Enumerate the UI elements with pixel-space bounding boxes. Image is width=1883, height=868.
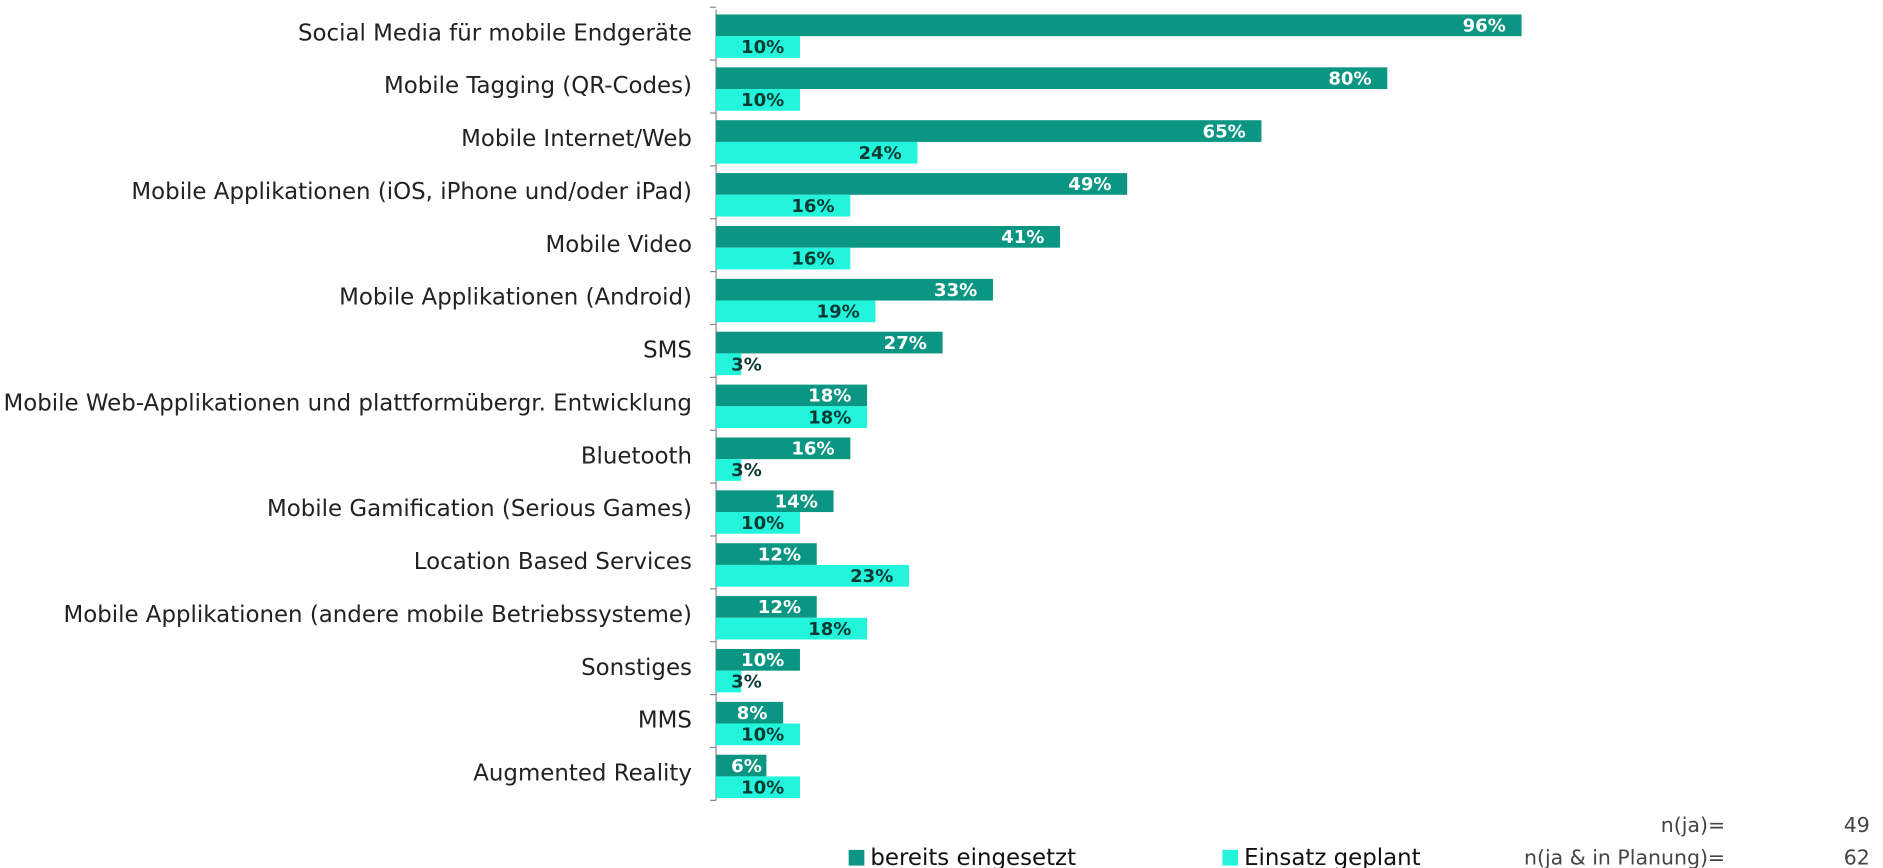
bar xyxy=(716,648,800,671)
data-label: 3% xyxy=(731,354,762,375)
data-label: 19% xyxy=(817,302,860,323)
bar xyxy=(716,36,800,58)
data-label: 16% xyxy=(791,249,834,270)
data-label: 6% xyxy=(731,756,762,777)
bar xyxy=(716,490,834,513)
data-label: 16% xyxy=(791,439,834,460)
data-label: 10% xyxy=(741,513,784,534)
category-label: Mobile Internet/Web xyxy=(461,126,692,152)
bar xyxy=(716,89,800,111)
category-label: Mobile Applikationen (iOS, iPhone und/od… xyxy=(131,179,692,205)
bar xyxy=(716,300,876,323)
bar xyxy=(716,194,851,217)
bar xyxy=(716,754,767,777)
bar xyxy=(716,512,800,534)
category-label: Mobile Applikationen (Android) xyxy=(339,285,692,311)
data-label: 10% xyxy=(741,37,784,58)
bar xyxy=(716,384,868,407)
data-label: 14% xyxy=(775,491,818,512)
category-label: Location Based Services xyxy=(414,549,692,575)
bar xyxy=(716,564,910,587)
bar xyxy=(716,173,1128,195)
legend-swatch xyxy=(848,849,865,866)
data-label: 10% xyxy=(741,90,784,111)
bar xyxy=(716,14,1522,37)
bar xyxy=(716,543,817,565)
bar xyxy=(716,247,851,270)
note-label: n(ja & in Planung)= xyxy=(1524,845,1725,868)
category-label: Mobile Tagging (QR-Codes) xyxy=(384,73,692,99)
category-label: Mobile Video xyxy=(545,232,692,258)
bar xyxy=(716,406,868,428)
bar xyxy=(716,670,742,693)
bar xyxy=(716,617,868,640)
category-label: Mobile Applikationen (andere mobile Betr… xyxy=(63,602,692,628)
data-label: 49% xyxy=(1068,174,1111,195)
data-label: 24% xyxy=(858,143,901,164)
category-label: SMS xyxy=(643,338,692,364)
bar xyxy=(716,701,784,724)
category-label: Mobile Gamification (Serious Games) xyxy=(267,496,692,522)
bar xyxy=(716,141,918,164)
data-label: 10% xyxy=(741,777,784,798)
category-label: Bluetooth xyxy=(581,443,692,469)
bar xyxy=(716,331,943,354)
legend-label: bereits eingesetzt xyxy=(870,845,1076,868)
data-label: 10% xyxy=(741,650,784,671)
bar xyxy=(716,67,1388,90)
data-label: 10% xyxy=(741,725,784,746)
legend-swatch xyxy=(1222,849,1239,866)
data-label: 96% xyxy=(1463,16,1506,37)
data-label: 3% xyxy=(731,460,762,481)
data-label: 18% xyxy=(808,407,851,428)
bar xyxy=(716,225,1061,248)
category-label: Sonstiges xyxy=(581,655,692,681)
note-value: 62 xyxy=(1844,845,1870,868)
data-label: 23% xyxy=(850,566,893,587)
data-label: 27% xyxy=(884,333,927,354)
data-label: 18% xyxy=(808,619,851,640)
data-label: 65% xyxy=(1203,121,1246,142)
bar xyxy=(716,120,1262,142)
data-label: 33% xyxy=(934,280,977,301)
data-label: 80% xyxy=(1328,68,1371,89)
data-label: 3% xyxy=(731,672,762,693)
category-label: Mobile Web-Applikationen und plattformüb… xyxy=(4,390,692,416)
bar xyxy=(716,776,800,799)
bar xyxy=(716,596,817,618)
data-label: 12% xyxy=(758,597,801,618)
data-label: 41% xyxy=(1001,227,1044,248)
note-value: 49 xyxy=(1844,813,1870,837)
bar xyxy=(716,437,851,460)
category-label: Social Media für mobile Endgeräte xyxy=(298,20,692,46)
data-label: 18% xyxy=(808,386,851,407)
legend-label: Einsatz geplant xyxy=(1244,845,1421,868)
category-label: Augmented Reality xyxy=(473,761,692,787)
category-label: MMS xyxy=(638,708,692,734)
note-label: n(ja)= xyxy=(1661,813,1725,837)
bar xyxy=(716,278,993,301)
data-label: 16% xyxy=(791,196,834,217)
data-label: 12% xyxy=(758,544,801,565)
bar xyxy=(716,723,800,746)
bar xyxy=(716,353,742,376)
bar xyxy=(716,459,742,481)
data-label: 8% xyxy=(737,703,768,724)
